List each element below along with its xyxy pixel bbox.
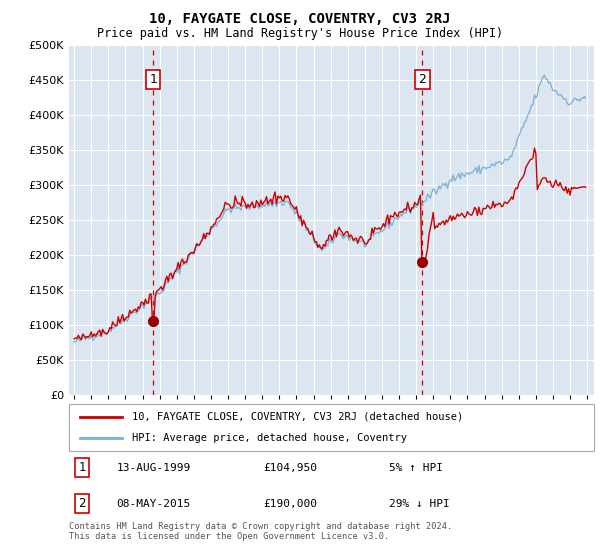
- Text: 13-AUG-1999: 13-AUG-1999: [116, 463, 191, 473]
- Text: 5% ↑ HPI: 5% ↑ HPI: [389, 463, 443, 473]
- Text: Contains HM Land Registry data © Crown copyright and database right 2024.
This d: Contains HM Land Registry data © Crown c…: [69, 522, 452, 542]
- Text: 10, FAYGATE CLOSE, COVENTRY, CV3 2RJ: 10, FAYGATE CLOSE, COVENTRY, CV3 2RJ: [149, 12, 451, 26]
- Text: £104,950: £104,950: [263, 463, 317, 473]
- Text: Price paid vs. HM Land Registry's House Price Index (HPI): Price paid vs. HM Land Registry's House …: [97, 27, 503, 40]
- Text: 2: 2: [79, 497, 86, 510]
- Text: 29% ↓ HPI: 29% ↓ HPI: [389, 499, 450, 509]
- Text: 1: 1: [79, 461, 86, 474]
- Text: 2: 2: [419, 73, 427, 86]
- Text: 1: 1: [149, 73, 157, 86]
- Text: 08-MAY-2015: 08-MAY-2015: [116, 499, 191, 509]
- Text: 10, FAYGATE CLOSE, COVENTRY, CV3 2RJ (detached house): 10, FAYGATE CLOSE, COVENTRY, CV3 2RJ (de…: [132, 412, 463, 422]
- Text: HPI: Average price, detached house, Coventry: HPI: Average price, detached house, Cove…: [132, 433, 407, 444]
- FancyBboxPatch shape: [69, 404, 594, 451]
- Text: £190,000: £190,000: [263, 499, 317, 509]
